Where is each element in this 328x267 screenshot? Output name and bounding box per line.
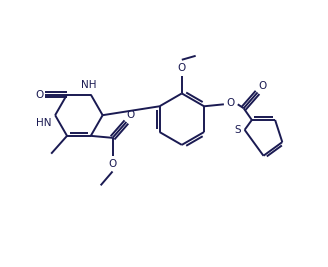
Text: NH: NH [81,80,96,90]
Text: HN: HN [35,118,51,128]
Text: O: O [35,89,43,100]
Text: O: O [178,63,186,73]
Text: O: O [109,159,117,168]
Text: O: O [227,98,235,108]
Text: S: S [235,125,241,135]
Text: O: O [258,81,267,91]
Text: O: O [126,110,134,120]
